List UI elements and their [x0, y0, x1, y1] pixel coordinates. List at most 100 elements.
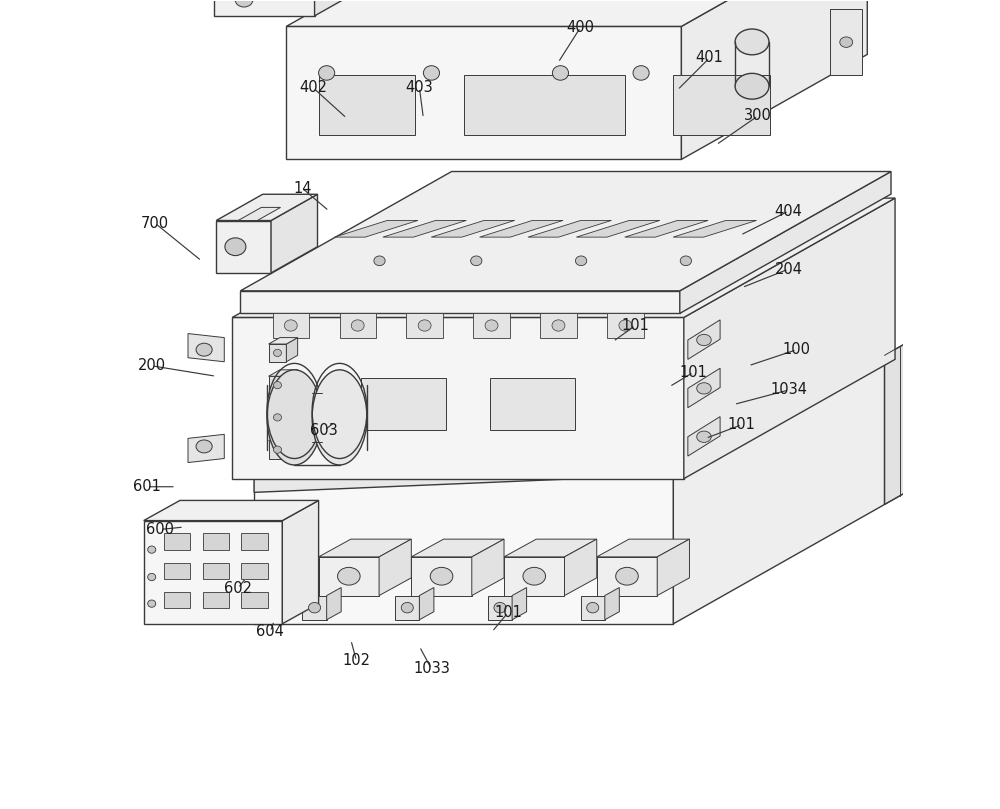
Text: 600: 600	[146, 522, 174, 537]
Polygon shape	[286, 337, 298, 362]
Polygon shape	[240, 172, 891, 290]
Polygon shape	[269, 344, 286, 362]
Polygon shape	[286, 27, 681, 159]
Polygon shape	[473, 313, 510, 337]
Polygon shape	[271, 194, 318, 273]
Polygon shape	[241, 562, 268, 578]
Polygon shape	[319, 557, 379, 595]
Polygon shape	[688, 368, 720, 408]
Polygon shape	[411, 557, 472, 595]
Ellipse shape	[840, 37, 853, 48]
Polygon shape	[464, 74, 625, 135]
Polygon shape	[472, 539, 504, 595]
Polygon shape	[286, 370, 298, 394]
Polygon shape	[581, 595, 605, 620]
Polygon shape	[411, 539, 504, 557]
Ellipse shape	[284, 320, 297, 331]
Text: 700: 700	[141, 216, 169, 231]
Polygon shape	[286, 402, 298, 426]
Ellipse shape	[680, 256, 692, 265]
Polygon shape	[681, 0, 867, 159]
Ellipse shape	[148, 600, 156, 608]
Ellipse shape	[148, 546, 156, 553]
Polygon shape	[302, 595, 327, 620]
Polygon shape	[269, 376, 286, 394]
Text: 102: 102	[342, 654, 370, 668]
Text: 1033: 1033	[413, 662, 450, 676]
Text: 101: 101	[728, 417, 756, 432]
Polygon shape	[564, 539, 597, 595]
Polygon shape	[480, 220, 563, 237]
Text: 603: 603	[310, 423, 338, 438]
Polygon shape	[669, 244, 708, 272]
Ellipse shape	[273, 382, 282, 389]
Ellipse shape	[587, 603, 599, 613]
Ellipse shape	[697, 383, 711, 394]
Polygon shape	[164, 562, 190, 578]
Polygon shape	[269, 441, 286, 459]
Polygon shape	[286, 434, 298, 459]
Text: 602: 602	[224, 581, 252, 595]
Polygon shape	[395, 595, 419, 620]
Text: 400: 400	[567, 19, 595, 35]
Polygon shape	[273, 313, 309, 337]
Polygon shape	[576, 220, 660, 237]
Text: 300: 300	[744, 108, 772, 123]
Text: 404: 404	[775, 204, 803, 218]
Polygon shape	[319, 74, 415, 135]
Polygon shape	[340, 313, 376, 337]
Polygon shape	[607, 313, 644, 337]
Polygon shape	[540, 313, 577, 337]
Ellipse shape	[351, 320, 364, 331]
Ellipse shape	[697, 334, 711, 345]
Polygon shape	[459, 244, 498, 272]
Polygon shape	[361, 378, 446, 430]
Polygon shape	[269, 434, 298, 441]
Text: 1034: 1034	[770, 383, 807, 397]
Polygon shape	[254, 475, 673, 624]
Polygon shape	[673, 74, 770, 135]
Polygon shape	[597, 557, 657, 595]
Ellipse shape	[494, 603, 506, 613]
Polygon shape	[269, 370, 298, 376]
Ellipse shape	[309, 603, 321, 613]
Ellipse shape	[196, 343, 212, 356]
Ellipse shape	[273, 349, 282, 357]
Text: 200: 200	[138, 358, 166, 373]
Polygon shape	[597, 539, 689, 557]
Ellipse shape	[267, 370, 322, 465]
Polygon shape	[241, 533, 268, 549]
Text: 601: 601	[133, 479, 161, 494]
Polygon shape	[164, 533, 190, 549]
Polygon shape	[504, 539, 597, 557]
Ellipse shape	[430, 567, 453, 585]
Polygon shape	[673, 355, 885, 624]
Polygon shape	[605, 587, 619, 620]
Polygon shape	[504, 557, 564, 595]
Polygon shape	[512, 587, 527, 620]
Polygon shape	[216, 194, 318, 221]
Ellipse shape	[697, 431, 711, 443]
Polygon shape	[680, 172, 891, 313]
Ellipse shape	[338, 567, 360, 585]
Polygon shape	[164, 591, 190, 608]
Polygon shape	[419, 587, 434, 620]
Polygon shape	[684, 198, 895, 479]
Polygon shape	[363, 244, 401, 272]
Polygon shape	[232, 317, 684, 479]
Ellipse shape	[148, 574, 156, 581]
Polygon shape	[203, 591, 229, 608]
Polygon shape	[885, 333, 923, 505]
Text: 101: 101	[680, 365, 707, 379]
Text: 100: 100	[783, 342, 811, 358]
Polygon shape	[406, 313, 443, 337]
Ellipse shape	[319, 66, 335, 80]
Ellipse shape	[552, 66, 569, 80]
Polygon shape	[254, 355, 885, 475]
Polygon shape	[240, 290, 680, 313]
Text: 401: 401	[696, 50, 724, 66]
Polygon shape	[269, 409, 286, 426]
Ellipse shape	[523, 567, 546, 585]
Polygon shape	[327, 587, 341, 620]
Ellipse shape	[312, 370, 367, 465]
